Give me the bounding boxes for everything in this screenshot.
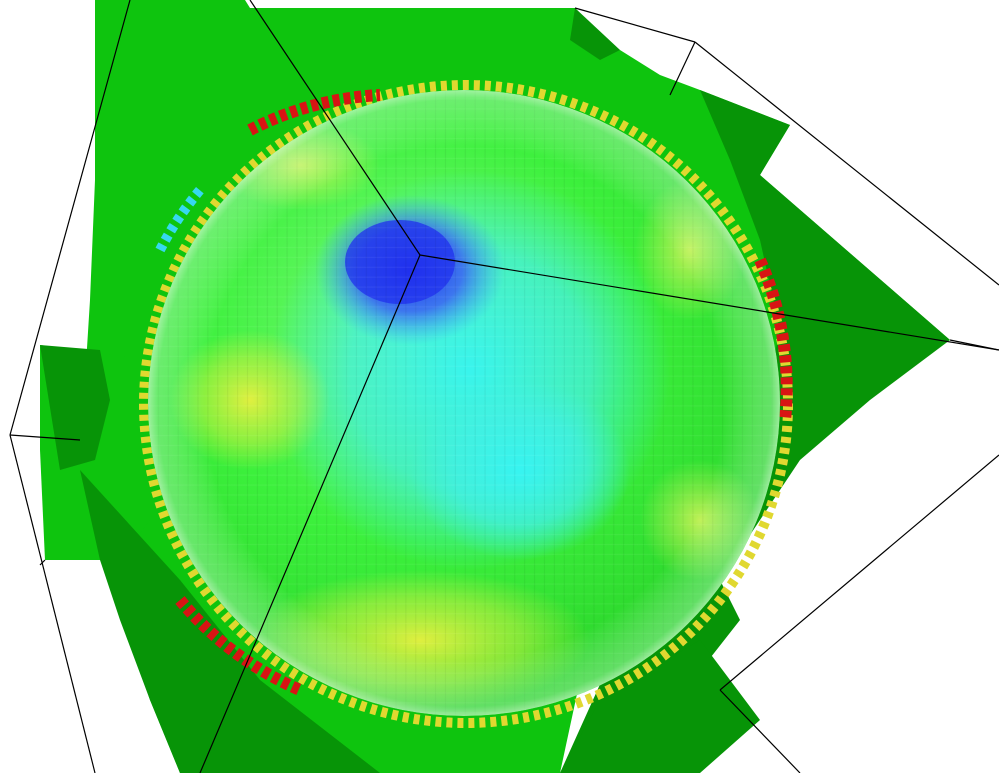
bounding-box-edges <box>9 0 999 773</box>
plane-top-dark <box>570 8 620 60</box>
plane-bottom-right <box>560 640 760 773</box>
plane-bottom-dark <box>80 470 380 773</box>
sphere <box>148 90 780 716</box>
